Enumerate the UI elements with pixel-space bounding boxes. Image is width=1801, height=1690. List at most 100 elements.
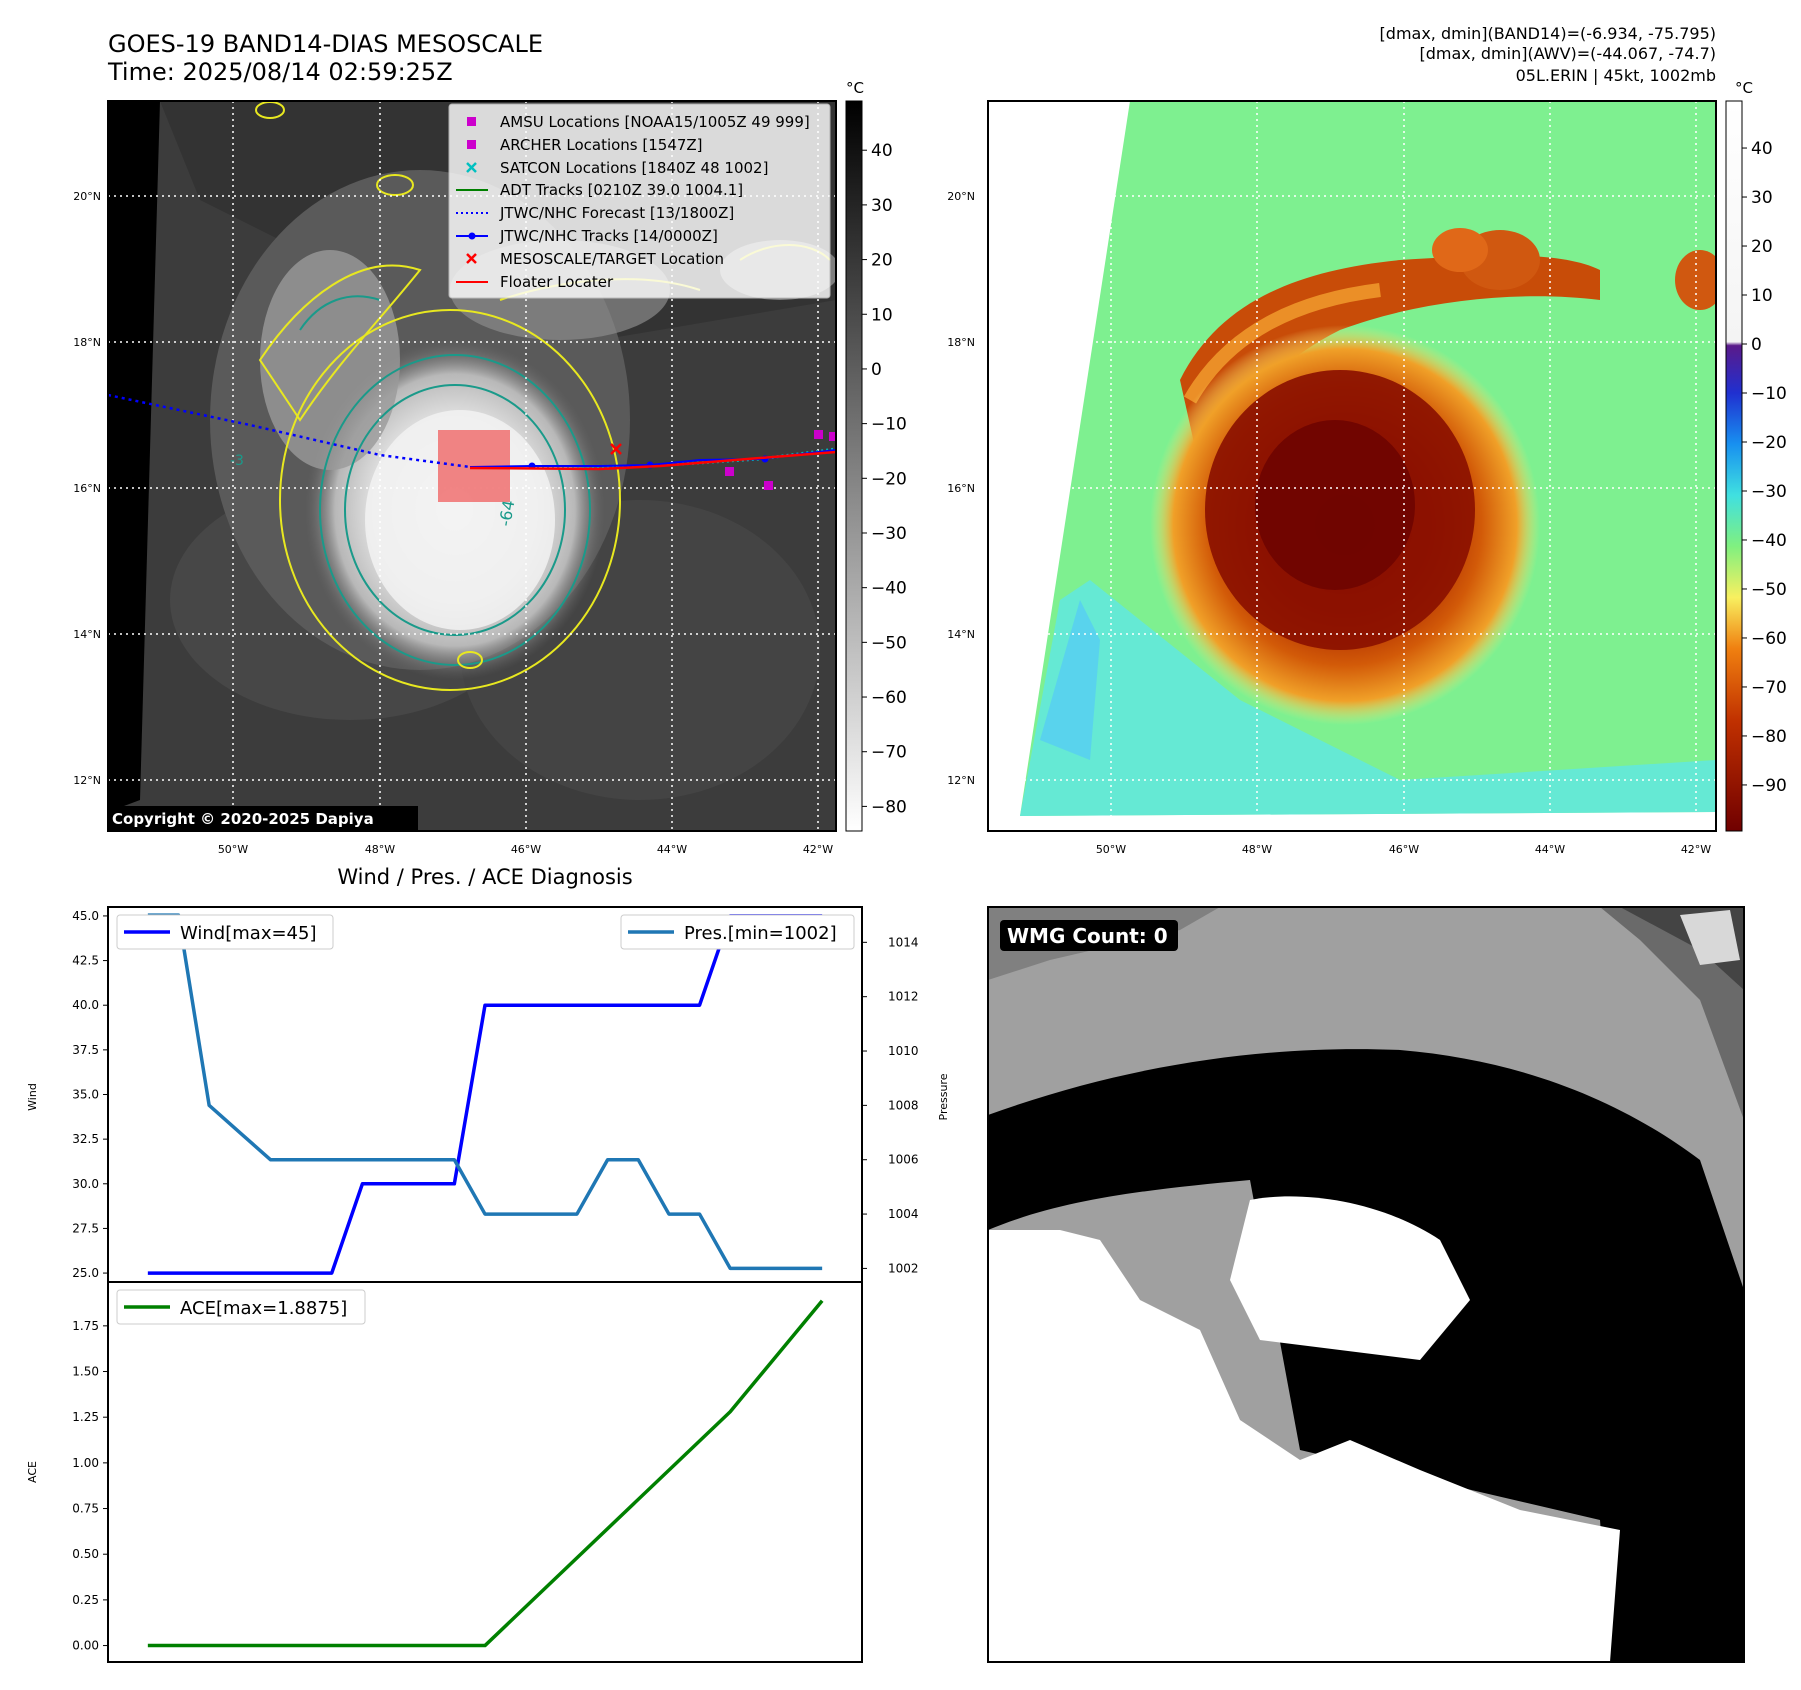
legend-adt: ADT Tracks [0210Z 39.0 1004.1]: [500, 181, 743, 199]
colorbar-tick-label: −70: [1751, 678, 1787, 698]
colorbar-tick-label: 10: [871, 305, 893, 325]
colorbar-tick-label: 20: [871, 251, 893, 271]
colorbar-tick-label: −50: [1751, 580, 1787, 600]
ace-tick-label: 1.00: [72, 1456, 99, 1470]
legend-tracks: JTWC/NHC Tracks [14/0000Z]: [499, 227, 718, 245]
ace-tick-label: 0.50: [72, 1547, 99, 1561]
legend-satcon-marker: [466, 162, 477, 173]
band14-colorbar-unit: °C: [846, 79, 864, 97]
colorbar-tick-label: 30: [871, 196, 893, 216]
contour-label-64: -64: [495, 499, 518, 528]
colorbar-tick-label: −30: [1751, 482, 1787, 502]
band14-map: -64 -3 AMSU Locations [NOAA15/1005Z 49 9…: [73, 79, 907, 856]
lat-label: 12°N: [947, 774, 975, 787]
wmg-panel: WMG Count: 0: [987, 906, 1745, 1663]
wind-chart-frame: [107, 906, 863, 1283]
lon-label: 46°W: [1389, 843, 1419, 856]
wind-legend: Wind[max=45]: [116, 914, 334, 950]
colorbar-tick-label: −80: [871, 797, 907, 817]
colorbar-tick-label: −80: [1751, 727, 1787, 747]
lat-label: 20°N: [947, 190, 975, 203]
pressure-tick-label: 1014: [888, 935, 919, 949]
band14-legend: AMSU Locations [NOAA15/1005Z 49 999] ARC…: [448, 103, 831, 299]
ace-tick-label: 1.75: [72, 1319, 99, 1333]
ace-chart-frame: [107, 1281, 863, 1663]
wmg-frame: [987, 906, 1745, 1663]
wind-tick-label: 37.5: [72, 1043, 99, 1057]
lat-label: 14°N: [947, 628, 975, 641]
colorbar-tick-label: −70: [871, 743, 907, 763]
pressure-tick-label: 1012: [888, 990, 919, 1004]
copyright: Copyright © 2020-2025 Dapiya: [112, 810, 374, 828]
colorbar-tick-label: −50: [871, 633, 907, 653]
colorbar-tick-label: 30: [1751, 188, 1773, 208]
lat-label: 14°N: [73, 628, 101, 641]
ace-tick-label: 0.75: [72, 1502, 99, 1516]
ace-tick-label: 1.50: [72, 1365, 99, 1379]
pressure-axis-label: Pressure: [937, 1073, 950, 1120]
wind-pressure-chart: 45.0 42.5 40.0 37.5 35.0 32.5 30.0 27.5 25.0 1014…: [72, 906, 919, 1283]
ace-tick-label: 0.25: [72, 1593, 99, 1607]
colorbar-tick-label: 20: [1751, 237, 1773, 257]
target-marker: [610, 443, 622, 455]
awv-colorbar-unit: °C: [1735, 79, 1753, 97]
ace-tick-label: 1.25: [72, 1410, 99, 1424]
amsu-archer-markers: [725, 430, 836, 490]
legend-forecast: JTWC/NHC Forecast [13/1800Z]: [499, 204, 734, 222]
legend-amsu: AMSU Locations [NOAA15/1005Z 49 999]: [500, 113, 810, 131]
colorbar-tick-label: 0: [1751, 335, 1762, 355]
lon-label: 42°W: [1681, 843, 1711, 856]
colorbar-tick-label: −40: [1751, 531, 1787, 551]
wind-tick-label: 27.5: [72, 1221, 99, 1235]
pressure-series-line: [147, 913, 823, 1271]
awv-graticule: [988, 101, 1716, 831]
wmg-count-box: [1000, 920, 1178, 951]
lon-label: 48°W: [1242, 843, 1272, 856]
wind-tick-label: 32.5: [72, 1132, 99, 1146]
pressure-tick-label: 1002: [888, 1261, 919, 1275]
ace-series-line: [147, 1299, 824, 1648]
colorbar-tick-label: −10: [1751, 384, 1787, 404]
colorbar-tick-label: −20: [871, 469, 907, 489]
colorbar-tick-label: 0: [871, 360, 882, 380]
legend-amsu-marker: [467, 117, 476, 126]
wind-tick-label: 45.0: [72, 909, 99, 923]
lat-label: 18°N: [947, 336, 975, 349]
diagnosis-title: Wind / Pres. / ACE Diagnosis: [337, 865, 632, 889]
ace-chart: 1.75 1.50 1.25 1.00 0.75 0.50 0.25 0.00 ACE[max=…: [72, 1281, 863, 1663]
lon-label: 50°W: [218, 843, 248, 856]
legend-target-marker: [466, 253, 477, 264]
pressure-legend-label: Pres.[min=1002]: [684, 923, 837, 944]
colorbar-tick-label: 10: [1751, 286, 1773, 306]
awv-map-frame: [987, 100, 1717, 832]
lon-label: 46°W: [511, 843, 541, 856]
band14-map-frame: [107, 100, 837, 832]
ace-tick-label: 0.00: [72, 1639, 99, 1653]
legend-floater: Floater Locater: [500, 273, 614, 291]
lat-label: 16°N: [947, 482, 975, 495]
floater-locater: [469, 450, 836, 471]
lat-label: 20°N: [73, 190, 101, 203]
pressure-tick-label: 1008: [888, 1098, 919, 1112]
colorbar-tick-label: −40: [871, 579, 907, 599]
pressure-tick-label: 1004: [888, 1207, 919, 1221]
pressure-tick-label: 1006: [888, 1153, 919, 1167]
pressure-tick-label: 1010: [888, 1044, 919, 1058]
awv-colorbar: [1725, 100, 1743, 832]
colorbar-tick-label: −60: [1751, 629, 1787, 649]
wind-tick-label: 25.0: [72, 1266, 99, 1280]
lon-label: 42°W: [803, 843, 833, 856]
info-band14-range: [dmax, dmin](BAND14)=(-6.934, -75.795): [1380, 24, 1716, 43]
lon-label: 44°W: [657, 843, 687, 856]
wind-axis-label: Wind: [26, 1083, 39, 1111]
legend-satcon: SATCON Locations [1840Z 48 1002]: [500, 159, 768, 177]
legend-archer: ARCHER Locations [1547Z]: [500, 136, 703, 154]
figure-time: Time: 2025/08/14 02:59:25Z: [107, 58, 453, 86]
awv-map: 20°N 18°N 16°N 14°N 12°N 50°W 48°W 46°W …: [947, 79, 1787, 856]
colorbar-tick-label: −90: [1751, 776, 1787, 796]
band14-colorbar: [845, 100, 863, 832]
copyright-box: [108, 806, 418, 831]
lat-label: 12°N: [73, 774, 101, 787]
colorbar-tick-label: −20: [1751, 433, 1787, 453]
lon-label: 48°W: [365, 843, 395, 856]
